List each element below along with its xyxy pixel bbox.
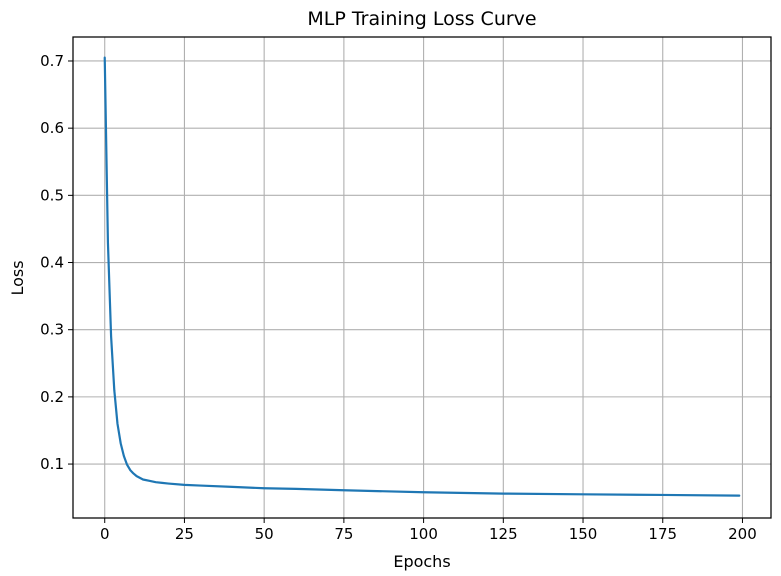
x-tick-label: 125 xyxy=(489,525,518,543)
x-tick-label: 150 xyxy=(569,525,598,543)
y-tick-label: 0.2 xyxy=(40,388,64,406)
y-tick-label: 0.7 xyxy=(40,52,64,70)
x-tick-label: 0 xyxy=(100,525,110,543)
ticks: 0 25 50 75 100 125 150 175 200 0.1 0.2 0.3 0.4 0.5 0.6… xyxy=(40,52,757,543)
axes-frame xyxy=(72,36,772,519)
x-axis-label: Epochs xyxy=(393,552,450,571)
grid xyxy=(73,37,771,518)
y-tick-label: 0.4 xyxy=(40,254,64,272)
y-axis-label: Loss xyxy=(8,260,27,295)
x-tick-label: 200 xyxy=(728,525,757,543)
y-tick-label: 0.1 xyxy=(40,455,64,473)
chart-title: MLP Training Loss Curve xyxy=(307,8,536,30)
y-tick-label: 0.5 xyxy=(40,186,64,204)
y-tick-label: 0.6 xyxy=(40,119,64,137)
x-tick-label: 100 xyxy=(409,525,438,543)
x-tick-label: 75 xyxy=(334,525,353,543)
y-tick-label: 0.3 xyxy=(40,321,64,339)
series-layer xyxy=(103,56,741,497)
x-tick-label: 50 xyxy=(255,525,274,543)
loss-series-line xyxy=(103,56,741,497)
x-tick-label: 25 xyxy=(175,525,194,543)
x-tick-label: 175 xyxy=(648,525,677,543)
